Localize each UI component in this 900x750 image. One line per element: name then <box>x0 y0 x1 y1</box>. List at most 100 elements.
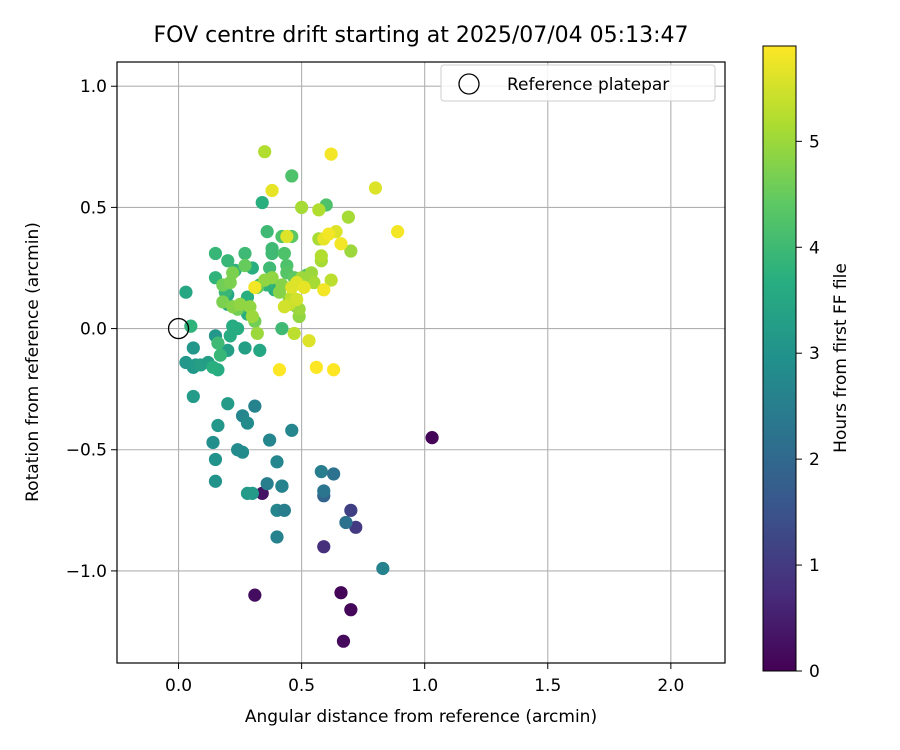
data-point <box>270 530 284 544</box>
data-point <box>295 200 309 215</box>
y-tick-label: 0.0 <box>80 320 107 340</box>
reference-platepar-point <box>167 317 190 340</box>
data-point <box>235 445 250 459</box>
data-point <box>206 435 220 450</box>
data-point <box>275 321 289 336</box>
data-point <box>277 300 291 314</box>
data-point <box>272 363 287 377</box>
data-point <box>341 210 355 224</box>
plot-area-frame <box>116 61 726 664</box>
data-point <box>344 244 358 258</box>
data-point <box>265 271 279 285</box>
data-point <box>334 237 348 251</box>
y-axis: −1.0 −0.5 0.0 0.5 1.0 <box>66 77 117 582</box>
data-point <box>253 343 267 357</box>
y-tick-label: −0.5 <box>66 441 107 461</box>
data-point <box>336 634 351 648</box>
data-point <box>265 242 279 256</box>
data-point <box>391 225 405 239</box>
data-point <box>297 280 311 294</box>
data-point <box>270 455 284 469</box>
data-point <box>208 246 223 261</box>
data-point <box>290 292 304 307</box>
data-point <box>238 246 252 261</box>
data-point <box>349 520 363 534</box>
data-point <box>317 283 331 297</box>
data-point <box>309 360 323 374</box>
x-axis: 0.0 0.5 1.0 1.5 2.0 <box>165 663 684 696</box>
data-point <box>307 275 321 290</box>
data-point <box>211 336 225 350</box>
data-point <box>277 246 291 261</box>
colorbar: 0 1 2 3 4 5 Hours from first FF file <box>762 45 851 682</box>
colorbar-tick-label: 5 <box>809 132 820 152</box>
legend-label: Reference platepar <box>507 75 669 95</box>
data-point <box>255 195 269 210</box>
data-point <box>317 484 331 498</box>
colorbar-tick-label: 1 <box>809 556 820 576</box>
data-point <box>324 273 338 287</box>
data-point <box>208 474 223 488</box>
x-tick-label: 1.0 <box>411 676 438 696</box>
data-point <box>275 278 289 292</box>
data-point <box>344 503 358 517</box>
data-point <box>322 227 336 241</box>
data-point <box>260 225 274 239</box>
data-point <box>245 486 259 500</box>
colorbar-tick-label: 3 <box>809 344 820 364</box>
chart-title: FOV centre drift starting at 2025/07/04 … <box>154 23 689 48</box>
data-point <box>231 321 245 336</box>
data-point <box>238 341 252 355</box>
data-point <box>233 297 247 311</box>
data-point <box>376 561 390 576</box>
data-point <box>277 503 291 517</box>
data-point <box>184 319 198 333</box>
x-tick-label: 0.5 <box>288 676 315 696</box>
data-point <box>425 431 439 445</box>
data-point <box>221 397 235 411</box>
y-tick-label: 1.0 <box>80 77 107 97</box>
data-point <box>263 433 277 447</box>
data-point <box>216 295 230 309</box>
y-tick-label: 0.5 <box>80 198 107 218</box>
data-point <box>221 254 235 268</box>
data-point <box>250 326 264 341</box>
data-point <box>327 363 341 377</box>
colorbar-tick-label: 2 <box>809 450 820 470</box>
data-point <box>314 249 328 263</box>
x-tick-label: 2.0 <box>657 676 684 696</box>
legend-marker-hollow-circle <box>458 73 480 95</box>
data-point <box>260 477 274 491</box>
colorbar-tick-label: 4 <box>809 238 820 258</box>
data-point <box>213 348 227 362</box>
colorbar-gradient <box>762 45 797 672</box>
data-point <box>248 588 262 602</box>
x-tick-label: 1.5 <box>534 676 561 696</box>
legend: Reference platepar <box>440 64 716 102</box>
data-point <box>280 229 294 244</box>
data-point <box>314 464 328 479</box>
legend-box <box>440 64 716 102</box>
x-tick-label: 0.0 <box>165 676 192 696</box>
y-tick-label: −1.0 <box>66 562 107 582</box>
data-point <box>265 183 279 198</box>
data-point <box>317 540 331 554</box>
data-point <box>211 418 225 433</box>
data-point <box>275 479 289 493</box>
data-point <box>327 467 341 481</box>
data-point <box>334 586 348 600</box>
colorbar-tick-label: 0 <box>809 662 820 682</box>
data-point <box>285 169 299 183</box>
data-point <box>186 341 200 355</box>
x-axis-label: Angular distance from reference (arcmin) <box>245 707 597 727</box>
data-point <box>287 326 301 341</box>
data-point <box>344 603 358 617</box>
y-axis-label: Rotation from reference (arcmin) <box>23 222 43 502</box>
data-point <box>179 285 193 299</box>
data-point <box>223 275 237 290</box>
data-point <box>312 203 326 217</box>
data-point <box>248 399 262 413</box>
data-point <box>324 147 338 161</box>
colorbar-label: Hours from first FF file <box>831 263 851 453</box>
